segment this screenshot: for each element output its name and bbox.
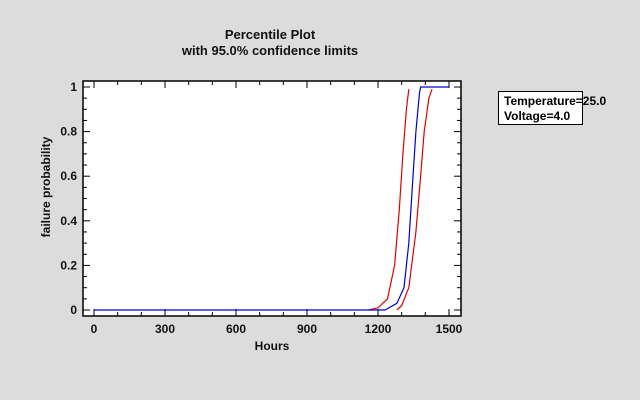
- y-axis-label: failure probability: [39, 136, 53, 237]
- y-tick-label: 0.4: [60, 214, 77, 228]
- legend-box: Temperature=25.0 Voltage=4.0: [498, 91, 607, 125]
- chart-subtitle: with 95.0% confidence limits: [181, 43, 359, 58]
- median-curve: [94, 86, 449, 311]
- y-tick-label: 0.2: [60, 258, 77, 272]
- x-tick-label: 1500: [436, 322, 463, 336]
- legend-voltage: Voltage=4.0: [504, 109, 571, 123]
- x-tick-label: 0: [91, 322, 98, 336]
- y-tick-label: 1: [70, 80, 77, 94]
- legend-temperature: Temperature=25.0: [504, 94, 607, 108]
- x-axis-label: Hours: [255, 339, 290, 353]
- lower-limit-curve: [368, 89, 410, 311]
- y-tick-label: 0.6: [60, 169, 77, 183]
- upper-limit-curve: [396, 89, 433, 311]
- chart-title: Percentile Plot: [224, 27, 316, 42]
- x-tick-label: 900: [297, 322, 317, 336]
- y-tick-label: 0: [70, 303, 77, 317]
- x-tick-label: 300: [155, 322, 175, 336]
- y-tick-label: 0.8: [60, 125, 77, 139]
- plot-frame: [82, 80, 462, 317]
- x-tick-label: 1200: [365, 322, 392, 336]
- x-tick-label: 600: [226, 322, 246, 336]
